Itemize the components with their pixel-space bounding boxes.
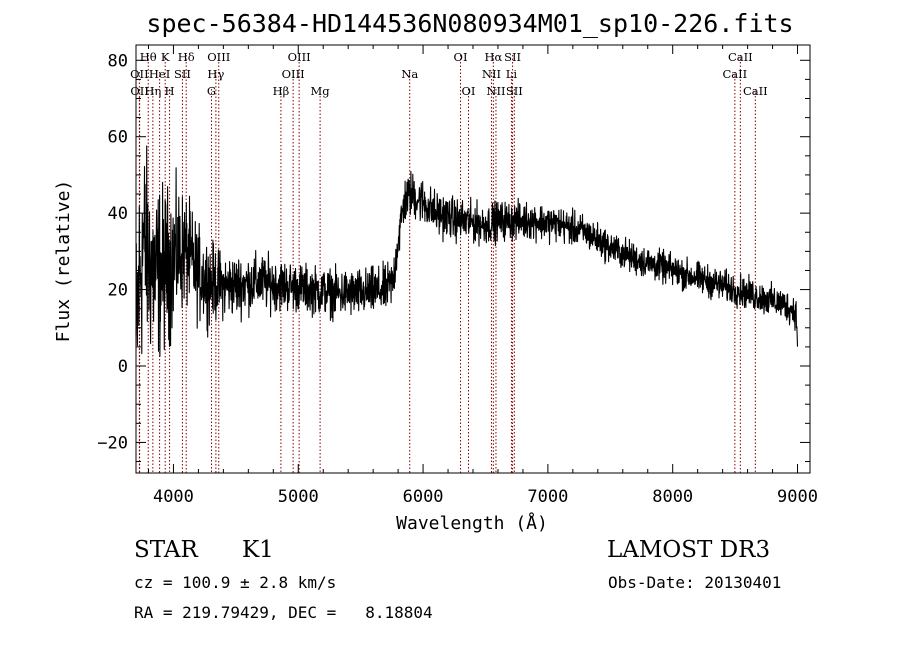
line-marker-label: G	[207, 84, 216, 98]
line-marker-label: H	[165, 84, 175, 98]
line-marker-label: SII	[506, 84, 523, 98]
y-tick-label: −20	[97, 433, 128, 453]
spectrum-line	[135, 145, 799, 357]
line-marker-label: Hδ	[178, 50, 195, 64]
x-axis-label: Wavelength (Å)	[396, 512, 548, 534]
line-marker-label: Li	[506, 67, 518, 81]
x-tick-label: 4000	[153, 487, 194, 507]
x-axis: 4000 5000 6000 7000 8000 9000	[147, 45, 818, 507]
line-marker-label: Hη	[144, 84, 161, 98]
line-marker-label: OIII	[207, 50, 230, 64]
y-tick-label: 80	[108, 51, 128, 71]
line-marker-label: SII	[174, 67, 191, 81]
y-tick-label: 60	[108, 128, 128, 148]
line-marker-label: Hθ	[140, 50, 157, 64]
ra-dec-coordinates: RA = 219.79429, DEC = 8.18804	[134, 603, 433, 622]
line-marker-label: HeI	[149, 67, 170, 81]
line-marker-label: NII	[486, 84, 505, 98]
line-marker-label: OII	[130, 67, 149, 81]
redshift-cz: cz = 100.9 ± 2.8 km/s	[134, 573, 337, 592]
x-tick-label: 8000	[652, 487, 693, 507]
observation-date: Obs-Date: 20130401	[608, 573, 782, 592]
line-marker-label: SII	[504, 50, 521, 64]
x-tick-label: 9000	[777, 487, 818, 507]
line-marker-label: CaII	[728, 50, 753, 64]
line-marker-label: Mg	[311, 84, 331, 98]
spectrum-chart: spec-56384-HD144536N080934M01_sp10-226.f…	[53, 9, 818, 534]
x-tick-label: 5000	[278, 487, 319, 507]
chart-title: spec-56384-HD144536N080934M01_sp10-226.f…	[146, 9, 793, 38]
object-subclass: K1	[242, 537, 274, 563]
line-marker-label: CaII	[722, 67, 747, 81]
x-tick-label: 7000	[527, 487, 568, 507]
survey-name: LAMOST DR3	[607, 537, 771, 563]
x-tick-label: 6000	[403, 487, 444, 507]
line-marker-label: OI	[454, 50, 468, 64]
y-tick-label: 0	[118, 357, 128, 377]
line-marker-label: OIII	[282, 67, 305, 81]
line-marker-label: OII	[130, 84, 149, 98]
line-marker-label: NII	[482, 67, 501, 81]
line-marker-label: Hβ	[273, 84, 290, 98]
line-marker-label: CaII	[743, 84, 768, 98]
line-marker-label: OIII	[288, 50, 311, 64]
plot-frame	[135, 44, 811, 474]
y-tick-label: 20	[108, 281, 128, 301]
line-marker-label: Hγ	[207, 67, 224, 81]
object-class: STAR	[134, 537, 198, 563]
y-axis-label: Flux (relative)	[53, 180, 74, 343]
y-axis: −20 0 20 40 60 80	[97, 51, 810, 463]
line-marker-label: K	[161, 50, 170, 64]
line-marker-label: Hα	[484, 50, 502, 64]
line-marker-label: Na	[401, 67, 418, 81]
line-marker-label: OI	[462, 84, 476, 98]
y-tick-label: 40	[108, 204, 128, 224]
